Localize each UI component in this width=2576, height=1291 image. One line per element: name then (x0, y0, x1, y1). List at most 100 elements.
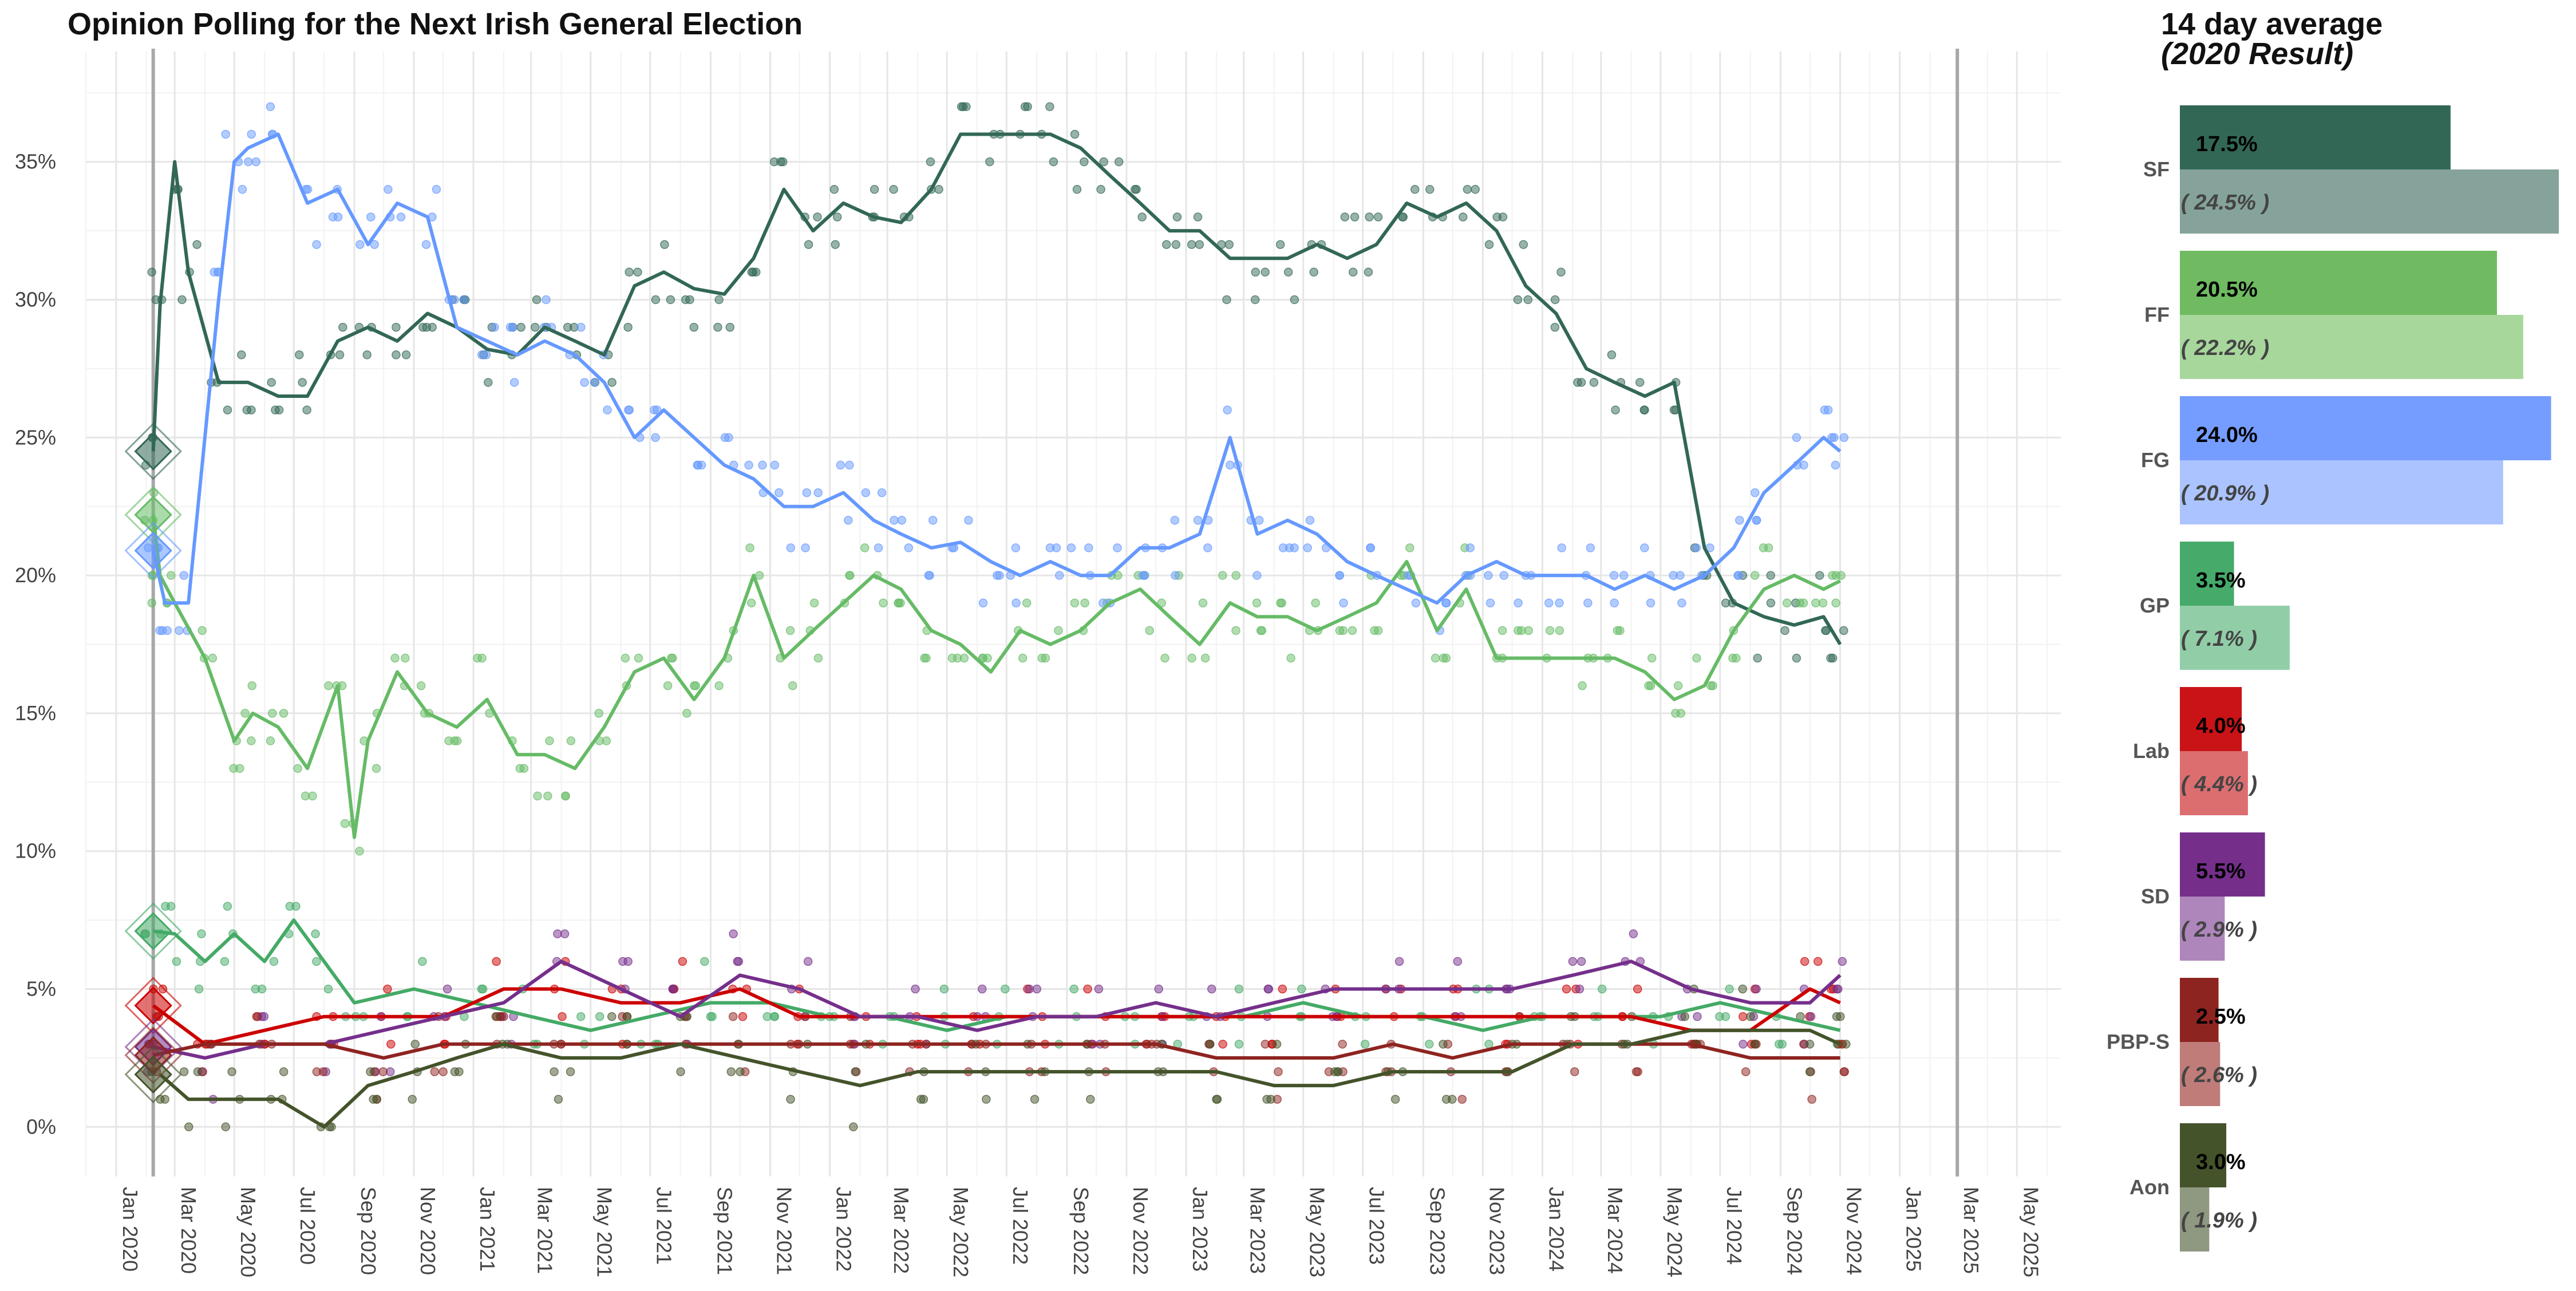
poll-point-fg (1669, 571, 1678, 580)
poll-point-ff (1277, 598, 1286, 607)
poll-point-gp (1234, 1040, 1244, 1049)
poll-point-aon (1030, 1095, 1040, 1104)
poll-point-ff (1218, 571, 1227, 580)
poll-point-ff (566, 736, 576, 745)
poll-point-fg (1011, 543, 1021, 552)
poll-point-ff (279, 709, 289, 718)
poll-point-sf (392, 350, 401, 360)
poll-point-ff (714, 681, 724, 690)
poll-point-sf (1171, 240, 1180, 249)
poll-point-sd (734, 957, 744, 966)
poll-point-aon (786, 1095, 795, 1104)
poll-point-ff (1257, 626, 1267, 635)
poll-point-gp (706, 1012, 716, 1021)
poll-point-ff (1750, 571, 1760, 580)
x-tick-label: Jul 2023 (1365, 1187, 1389, 1265)
poll-point-sf (689, 322, 699, 332)
poll-point-fg (1054, 571, 1064, 580)
bar-avg-label: 3.0% (2196, 1150, 2246, 1174)
result-marker-pbp-s (134, 1036, 172, 1075)
result-marker-gp (134, 912, 172, 950)
poll-point-ff (247, 681, 257, 690)
poll-point-sf (813, 212, 822, 222)
poll-point-ff (1231, 571, 1240, 580)
chart-title: Opinion Polling for the Next Irish Gener… (68, 7, 803, 41)
poll-point-aon (550, 1067, 559, 1076)
trend-line-sf (151, 132, 1842, 646)
poll-point-gp (311, 929, 320, 938)
poll-point-ff (1231, 626, 1240, 635)
poll-point-fg (384, 185, 393, 194)
poll-point-sf (958, 102, 968, 112)
poll-point-ff (666, 653, 676, 663)
poll-point-pbp-s (1839, 1067, 1849, 1076)
result-marker-outline-sf (124, 423, 182, 480)
poll-point-fg (1305, 516, 1315, 525)
poll-point-aon (279, 1067, 289, 1076)
poll-point-lab (1562, 984, 1571, 994)
poll-point-fg (1750, 488, 1760, 498)
poll-point-sf (1821, 626, 1830, 635)
poll-point-sf (271, 405, 280, 414)
poll-point-sf (1364, 267, 1373, 277)
poll-point-fg (1839, 433, 1849, 443)
poll-point-sf (242, 405, 251, 414)
bar-result-label: ( 2.9% ) (2181, 918, 2257, 942)
poll-point-sf (832, 212, 842, 222)
poll-point-ff (167, 571, 176, 580)
bar-avg-label: 2.5% (2196, 1005, 2246, 1029)
poll-point-sf (1187, 240, 1196, 249)
poll-point-sf (1753, 653, 1762, 663)
vertical-lines (151, 49, 1959, 1176)
poll-point-ff (754, 571, 764, 580)
poll-point-aon (848, 1122, 858, 1132)
poll-point-sf (1373, 212, 1383, 222)
poll-point-aon (179, 1067, 189, 1076)
poll-point-sd (1025, 984, 1034, 994)
poll-point-sf (1550, 322, 1560, 332)
poll-point-gp (194, 984, 204, 994)
poll-point-sf (1766, 571, 1775, 580)
poll-point-sf (1193, 212, 1203, 222)
poll-point-ff (785, 626, 795, 635)
poll-point-sf (1365, 212, 1374, 222)
side-bars: SF 17.5% ( 24.5% ) FF 20.5% ( 22.2% ) FG 24.0% (… (2107, 105, 2559, 1251)
poll-point-fg (1735, 516, 1744, 525)
poll-point-sd (1693, 1012, 1702, 1021)
bar-avg-label: 24.0% (2196, 423, 2258, 447)
poll-point-sf (1096, 185, 1105, 194)
poll-point-sf (1463, 185, 1472, 194)
poll-point-ff (1311, 598, 1320, 607)
bar-avg-aon (2180, 1123, 2227, 1187)
poll-point-fg (1335, 571, 1345, 580)
bar-avg-label: 20.5% (2196, 278, 2258, 302)
poll-point-fg (163, 626, 172, 635)
bar-party-label: PBP-S (2107, 1030, 2170, 1053)
poll-point-ff (621, 653, 630, 663)
trend-line-sd (153, 960, 1842, 1060)
y-tick-label: 25% (15, 425, 56, 449)
trend-line-aon (159, 1028, 1841, 1129)
poll-point-sf (223, 405, 232, 414)
bar-result-lab (2180, 751, 2248, 815)
poll-point-ff (533, 791, 542, 801)
result-marker-aon (134, 1055, 172, 1094)
x-tick-label: Jan 2022 (832, 1187, 856, 1272)
bar-avg-fg (2180, 396, 2551, 460)
poll-point-aon (1390, 1095, 1400, 1104)
poll-point-aon (1832, 1012, 1842, 1021)
poll-point-gp (418, 957, 427, 966)
poll-point-ff (1555, 626, 1564, 635)
poll-point-ff (745, 543, 754, 552)
x-tick-label: Nov 2022 (1129, 1187, 1152, 1275)
poll-point-aon (1272, 1040, 1282, 1049)
result-marker-outline-gp (124, 902, 182, 960)
x-axis-ticks: Jan 2020 Mar 2020 May 2020 Jul 2020 Sep 2020… (118, 1187, 2042, 1277)
poll-point-sf (725, 322, 734, 332)
y-tick-label: 35% (15, 150, 56, 173)
poll-point-sf (530, 322, 540, 332)
poll-point-sf (1195, 240, 1204, 249)
poll-point-sf (1224, 240, 1234, 249)
poll-point-gp (1425, 1040, 1434, 1049)
poll-point-sf (1070, 129, 1080, 139)
